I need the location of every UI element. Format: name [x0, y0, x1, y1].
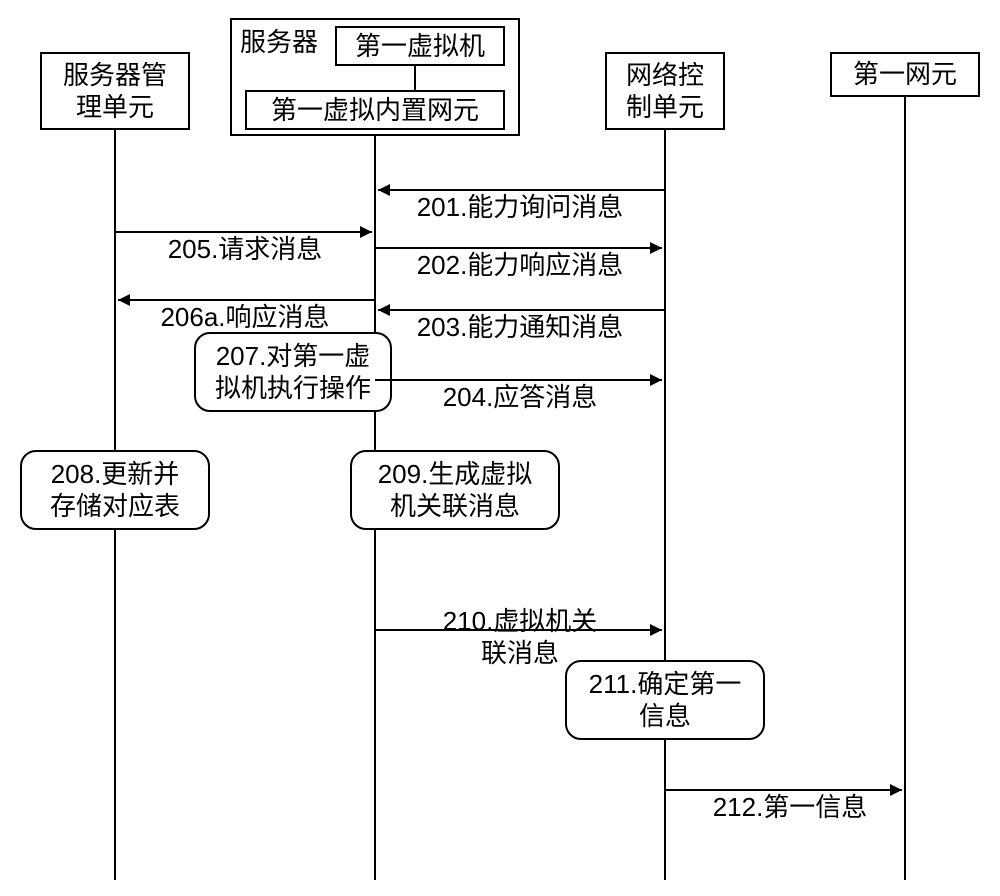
participant-label: 网络控制单元 — [626, 59, 704, 124]
message-label-201: 201.能力询问消息 — [395, 158, 645, 223]
participant-label: 服务器管理单元 — [63, 59, 167, 124]
participant-first-ne: 第一网元 — [830, 52, 980, 97]
note-207: 207.对第一虚拟机执行操作 — [194, 332, 392, 412]
note-208: 208.更新并存储对应表 — [20, 450, 210, 530]
note-label: 208.更新并存储对应表 — [50, 458, 180, 523]
sequence-diagram: 服务器管理单元 服务器 第一虚拟机 第一虚拟内置网元 网络控制单元 第一网元 2… — [0, 0, 1000, 896]
participant-first-virtual-ne: 第一虚拟内置网元 — [245, 90, 505, 130]
lifeline-ncu — [664, 130, 666, 880]
participant-label: 第一虚拟机 — [355, 30, 485, 63]
participant-label: 服务器 — [240, 26, 318, 59]
participant-network-control-unit: 网络控制单元 — [605, 52, 725, 130]
message-label-210: 210.虚拟机关联消息 — [395, 572, 645, 670]
note-label: 209.生成虚拟机关联消息 — [378, 458, 533, 523]
message-label-204: 204.应答消息 — [395, 348, 645, 413]
note-label: 207.对第一虚拟机执行操作 — [215, 340, 371, 405]
message-label-206a: 206a.响应消息 — [135, 268, 355, 333]
lifeline-ne — [904, 97, 906, 880]
message-label-203: 203.能力通知消息 — [395, 278, 645, 343]
message-label-212: 212.第一信息 — [690, 758, 890, 823]
participant-server-management-unit: 服务器管理单元 — [40, 52, 190, 130]
participant-first-vm: 第一虚拟机 — [335, 26, 505, 66]
participant-label: 第一网元 — [853, 58, 957, 91]
note-label: 211.确定第一信息 — [589, 668, 742, 733]
message-label-202: 202.能力响应消息 — [395, 216, 645, 281]
participant-label: 第一虚拟内置网元 — [271, 94, 479, 127]
note-211: 211.确定第一信息 — [565, 660, 765, 740]
note-209: 209.生成虚拟机关联消息 — [350, 450, 560, 530]
message-label-205: 205.请求消息 — [135, 200, 355, 265]
